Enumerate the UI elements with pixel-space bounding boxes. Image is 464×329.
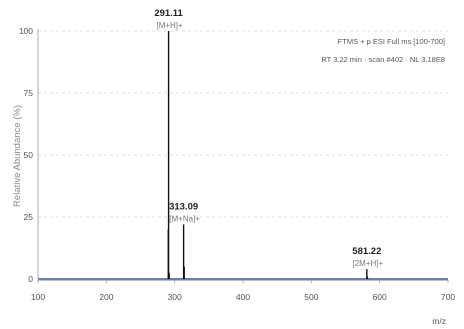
grid-lines (38, 30, 448, 218)
x-axis-baseline (38, 278, 448, 281)
peak-mz-label: 581.22 (352, 246, 381, 257)
peak-ion-label: [M+H]+ (156, 21, 183, 30)
x-tick-label: 600 (373, 292, 387, 302)
y-tick-label: 0 (28, 274, 33, 284)
x-tick-label: 500 (304, 292, 318, 302)
x-tick-label: 300 (168, 292, 182, 302)
x-tick-label: 200 (99, 292, 113, 302)
x-axis: 100 200 300 400 500 600 700 (31, 278, 455, 302)
y-tick-label: 100 (19, 26, 33, 36)
y-tick-label: 25 (24, 212, 34, 222)
peak-ion-label: [M+Na]+ (169, 214, 200, 223)
peak-labels: 291.11 [M+H]+ 313.09 [M+Na]+ 581.22 [2M+H]+ (154, 8, 383, 268)
peak-ion-label: [2M+H]+ (352, 259, 383, 268)
peaks (167, 31, 369, 279)
x-axis-title: m/z (432, 316, 446, 326)
scan-info-line-2: RT 3.22 min · scan #402 · NL 3.18E8 (321, 55, 445, 64)
x-tick-label: 400 (236, 292, 250, 302)
x-tick-label: 700 (441, 292, 455, 302)
scan-info-line-1: FTMS + p ESI Full ms [100-700] (338, 37, 445, 46)
y-tick-label: 50 (24, 150, 34, 160)
peak-mz-label: 291.11 (154, 8, 183, 19)
peak-mz-label: 313.09 (169, 201, 198, 212)
y-tick-label: 75 (24, 88, 34, 98)
y-axis: 0 25 50 75 100 (19, 26, 39, 284)
x-tick-label: 100 (31, 292, 45, 302)
y-axis-title: Relative Abundance (%) (12, 105, 23, 207)
